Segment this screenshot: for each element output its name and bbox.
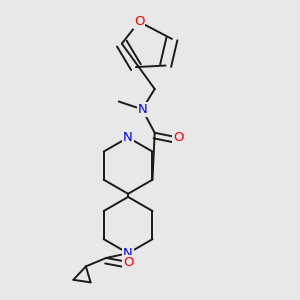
Text: N: N bbox=[123, 131, 133, 144]
Text: N: N bbox=[137, 103, 147, 116]
Text: O: O bbox=[123, 256, 133, 268]
Text: N: N bbox=[123, 247, 133, 260]
Text: O: O bbox=[134, 15, 144, 28]
Text: O: O bbox=[173, 131, 183, 144]
